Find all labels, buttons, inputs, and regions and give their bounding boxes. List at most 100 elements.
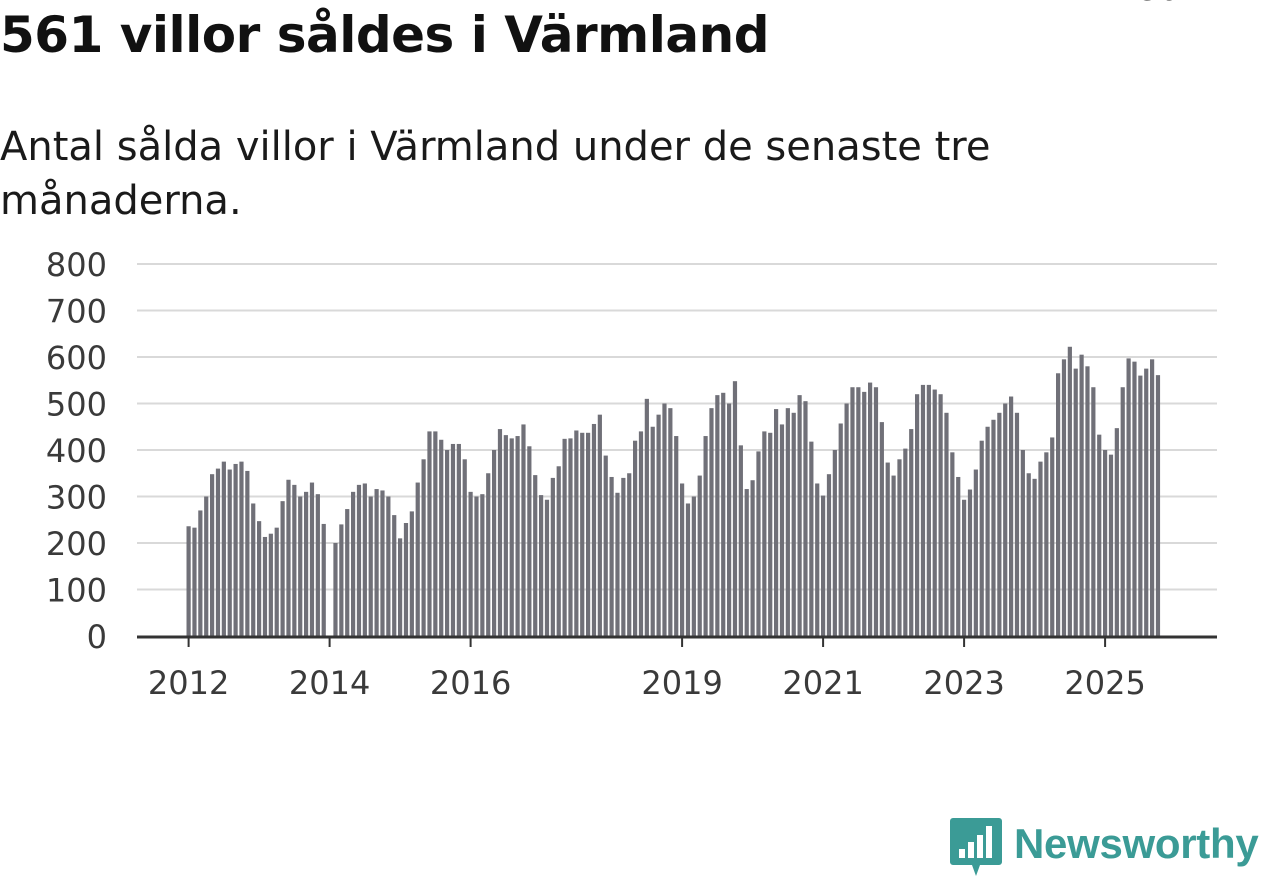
- bar: [556, 466, 561, 636]
- bar: [280, 501, 285, 636]
- bar: [967, 489, 973, 636]
- bar: [309, 482, 315, 636]
- bar: [944, 412, 949, 636]
- x-axis: 2012 2014 2016 2019 2021 2023 2025: [137, 635, 1217, 702]
- bar: [1155, 375, 1161, 636]
- bar: [515, 436, 520, 636]
- bar: [856, 387, 861, 636]
- bar: [650, 426, 655, 636]
- bar: [227, 469, 232, 636]
- y-tick-label: 300: [46, 479, 107, 517]
- brand-logo: Newsworthy: [950, 818, 1259, 878]
- bar: [1020, 450, 1025, 636]
- bar: [715, 395, 720, 636]
- bar: [680, 483, 685, 636]
- bar: [768, 432, 773, 636]
- bar: [979, 440, 984, 636]
- bar: [374, 489, 379, 636]
- chart-subtitle: Antal sålda villor i Värmland under de s…: [0, 124, 991, 224]
- latest-value-label: 561: [1139, 0, 1198, 8]
- bar: [779, 424, 785, 636]
- bar: [668, 408, 673, 636]
- bar: [245, 470, 250, 636]
- bar: [850, 387, 855, 636]
- x-tick-label: 2012: [148, 664, 229, 702]
- bar: [615, 492, 620, 636]
- bar: [468, 491, 473, 636]
- bar: [691, 496, 696, 636]
- bar: [521, 424, 526, 636]
- x-tick-label: 2019: [641, 664, 722, 702]
- bar: [656, 414, 661, 636]
- bar: [721, 392, 726, 636]
- bar: [674, 436, 679, 636]
- bar: [486, 473, 491, 636]
- bar: [897, 459, 902, 636]
- bar: [192, 527, 197, 636]
- bar: [562, 438, 567, 636]
- bar: [644, 398, 649, 636]
- bar: [821, 495, 826, 636]
- bar: [544, 499, 550, 636]
- bar: [926, 384, 931, 636]
- bar: [204, 496, 209, 636]
- bar: [315, 494, 320, 636]
- bar: [539, 495, 544, 636]
- bar: [932, 389, 937, 636]
- bar: [1014, 412, 1020, 636]
- bar: [633, 440, 638, 636]
- bar: [1032, 478, 1037, 636]
- bar: [574, 430, 579, 636]
- bar: [439, 439, 444, 636]
- bar: [221, 461, 226, 636]
- bar: [1003, 403, 1008, 636]
- bar: [186, 526, 191, 636]
- y-tick-label: 0: [87, 618, 107, 656]
- bar: [210, 474, 215, 636]
- bar: [915, 394, 920, 636]
- bar: [1150, 359, 1155, 636]
- bar: [879, 422, 884, 636]
- bar: [1073, 368, 1078, 636]
- bar: [938, 394, 943, 636]
- bar: [862, 391, 867, 636]
- bar: [1009, 396, 1014, 636]
- bar: [351, 491, 356, 636]
- bar: [1091, 387, 1096, 636]
- bar: [756, 451, 761, 636]
- y-tick-label: 500: [46, 386, 107, 424]
- bar: [709, 408, 714, 636]
- bar: [456, 443, 461, 636]
- bar: [292, 484, 297, 636]
- bar: [597, 414, 602, 636]
- y-tick-label: 700: [46, 293, 107, 331]
- bar: [1120, 387, 1125, 636]
- bar: [991, 419, 996, 636]
- bar: [609, 476, 614, 636]
- bar: [1038, 461, 1043, 636]
- bar: [685, 503, 691, 636]
- bar: [791, 412, 796, 636]
- bar: [832, 450, 837, 636]
- bar: [262, 536, 268, 636]
- bar: [1132, 361, 1137, 636]
- bar: [762, 431, 767, 636]
- bar: [392, 515, 397, 636]
- bar: [474, 496, 479, 636]
- bar: [362, 483, 367, 636]
- bar-series: [186, 346, 1161, 636]
- bar: [662, 403, 667, 636]
- bar: [233, 463, 238, 636]
- bar: [1056, 373, 1061, 636]
- y-axis-labels: 0 100 200 300 400 500 600 700 800: [46, 246, 107, 656]
- bar: [1061, 359, 1067, 636]
- bar: [744, 489, 749, 636]
- bar: [509, 438, 514, 636]
- y-tick-label: 100: [46, 572, 107, 610]
- bar: [603, 455, 608, 636]
- bar: [356, 484, 362, 636]
- bar: [339, 524, 344, 636]
- x-tick-label: 2016: [430, 664, 511, 702]
- bar: [873, 387, 879, 636]
- bar: [774, 409, 779, 636]
